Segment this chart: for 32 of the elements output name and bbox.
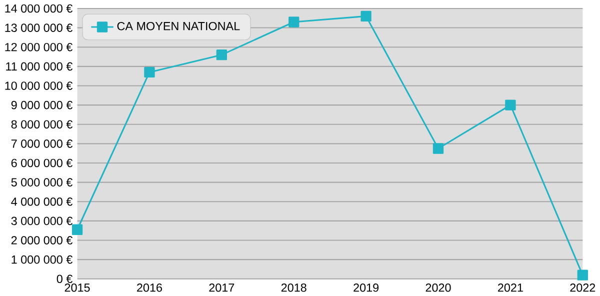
point: [577, 270, 588, 280]
y-tick-label: 11 000 000 €: [6, 62, 72, 71]
x-tick-label: 2016: [137, 283, 162, 292]
point: [505, 100, 516, 110]
point: [432, 143, 444, 154]
y-tick-label: 2 000 000 €: [11, 236, 72, 244]
y-tick-label: 13 000 000 €: [5, 24, 72, 32]
y-tick-label: 1 000 000 €: [12, 255, 72, 264]
point: [216, 49, 227, 60]
x-tick-label: 2022: [570, 283, 596, 292]
y-tick-label: 10 000 000 €: [5, 82, 72, 90]
y-tick-label: 6 000 000 €: [11, 158, 72, 168]
y-tick-label: 3 000 000 €: [11, 216, 72, 226]
point: [72, 224, 83, 235]
y-tick-label: 9 000 000 €: [11, 100, 72, 110]
y-tick-label: 8 000 000 €: [11, 120, 72, 128]
x-tick-label: 2019: [354, 283, 379, 292]
y-tick-label: 7 000 000 €: [11, 139, 72, 148]
legend-label: CA MOYEN NATIONAL: [117, 22, 240, 30]
x-tick-label: 2021: [498, 283, 523, 292]
y-tick-label: 12 000 000 €: [5, 42, 72, 52]
x-tick-label: 2020: [426, 283, 451, 292]
y-tick-label: 0 €: [56, 274, 72, 283]
x-tick-label: 2017: [209, 283, 234, 292]
x-tick-label: 2018: [281, 283, 306, 292]
y-tick-label: 14 000 000 €: [5, 4, 72, 13]
point: [360, 10, 372, 22]
y-tick-label: 5 000 000 €: [11, 178, 72, 186]
y-tick-label: 4 000 000 €: [11, 197, 72, 206]
point: [144, 66, 155, 78]
x-tick-label: 2015: [64, 283, 90, 292]
point: [288, 16, 300, 28]
